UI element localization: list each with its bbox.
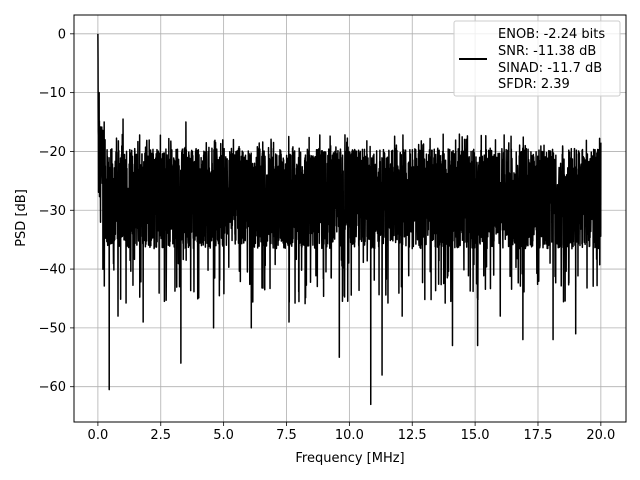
x-axis-label: Frequency [MHz] [295, 451, 404, 466]
y-tick-label: −60 [39, 380, 66, 395]
legend-snr: SNR: -11.38 dB [498, 44, 596, 59]
y-tick-label: −20 [39, 145, 66, 160]
legend-sinad: SINAD: -11.7 dB [498, 61, 602, 76]
plot-area [97, 33, 602, 406]
x-tick-label: 20.0 [586, 428, 615, 443]
y-tick-label: −30 [39, 204, 66, 219]
x-tick-label: 5.0 [213, 428, 234, 443]
x-tick-label: 12.5 [398, 428, 427, 443]
x-tick-label: 7.5 [276, 428, 297, 443]
y-tick-label: −40 [39, 263, 66, 278]
axes-frame [73, 14, 627, 423]
x-tick-label: 15.0 [461, 428, 490, 443]
y-tick-label: −10 [39, 86, 66, 101]
legend-sfdr: SFDR: 2.39 [498, 77, 570, 92]
legend-box [453, 20, 621, 97]
x-tick-label: 0.0 [88, 428, 109, 443]
legend-enob: ENOB: -2.24 bits [498, 27, 605, 42]
psd-series-line [97, 33, 602, 406]
x-tick-label: 10.0 [335, 428, 364, 443]
legend: ENOB: -2.24 bits SNR: -11.38 dB SINAD: -… [453, 20, 621, 97]
y-axis-label: PSD [dB] [14, 189, 29, 247]
x-tick-label: 17.5 [524, 428, 553, 443]
y-tick-label: 0 [58, 27, 66, 42]
x-tick-label: 2.5 [150, 428, 171, 443]
x-ticks: 0.0 2.5 5.0 7.5 10.0 12.5 15.0 17.5 20.0 [88, 422, 615, 443]
y-ticks: 0 −10 −20 −30 −40 −50 −60 [39, 27, 74, 395]
y-tick-label: −50 [39, 321, 66, 336]
